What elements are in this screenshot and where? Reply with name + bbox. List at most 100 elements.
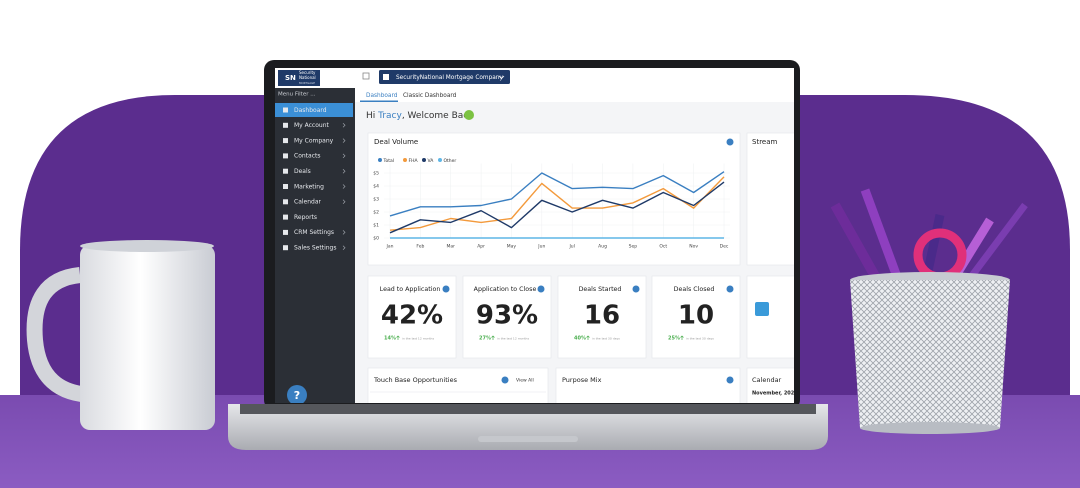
x-tick-label: Dec — [720, 244, 729, 250]
series-line — [389, 176, 725, 231]
view-all[interactable]: View All — [516, 378, 534, 384]
tabs: Dashboard Classic Dashboard — [360, 93, 457, 102]
tab-bar — [355, 88, 794, 102]
x-tick-label: Jun — [537, 244, 545, 250]
up-arrow — [491, 335, 495, 340]
menu: Dashboard My Account My Company Contacts Dea… — [275, 103, 353, 252]
legend-swatch — [403, 158, 407, 162]
company-selector[interactable] — [379, 70, 510, 84]
info-icon[interactable] — [726, 376, 734, 384]
greeting-suffix: , Welcome Back — [402, 111, 474, 121]
x-tick-label: May — [507, 244, 517, 250]
card-title: Touch Base Opportunities — [373, 376, 458, 384]
send-icon[interactable] — [755, 302, 769, 316]
calendar-month: November, 202 — [752, 391, 795, 397]
up-arrow — [680, 335, 684, 340]
logo-line: National — [299, 75, 316, 80]
menu-icon — [283, 245, 288, 251]
kpi-period: in the last 12 months — [402, 336, 434, 340]
menu-item[interactable]: My Company — [294, 137, 334, 144]
x-tick-label: Sep — [629, 244, 638, 250]
kpi-value: 93% — [476, 301, 538, 331]
legend-label: Total — [383, 158, 395, 164]
mug — [26, 240, 215, 430]
y-tick-label: $3 — [373, 197, 379, 203]
menu-item[interactable]: Marketing — [294, 183, 324, 190]
info-icon[interactable] — [726, 138, 734, 146]
tab[interactable]: Classic Dashboard — [403, 93, 457, 99]
card-title: Purpose Mix — [562, 376, 602, 384]
kpi-change: 14% — [384, 336, 396, 342]
menu-chevron — [342, 138, 346, 143]
greeting-name: Tracy — [377, 111, 402, 121]
tab-underline — [360, 100, 398, 102]
menu-icon — [283, 184, 288, 189]
menu-item[interactable]: Contacts — [294, 153, 320, 160]
info-icon[interactable] — [632, 285, 640, 293]
info-icon[interactable] — [726, 285, 734, 293]
legend-swatch — [438, 158, 442, 162]
menu-active — [275, 103, 353, 117]
y-tick-label: $4 — [373, 184, 379, 190]
info-icon[interactable] — [537, 285, 545, 293]
y-tick-label: $1 — [373, 223, 379, 229]
kpi-value: 10 — [678, 301, 714, 331]
dropdown-caret — [498, 75, 505, 80]
menu-item[interactable]: Reports — [294, 214, 317, 221]
company-name: SecurityNational Mortgage Company — [396, 75, 503, 81]
menu-chevron — [342, 245, 346, 250]
menu-icon — [283, 229, 288, 235]
legend-swatch — [378, 158, 382, 162]
menu-icon — [283, 214, 288, 220]
keyboard-edge — [240, 404, 816, 414]
card-title: Calendar — [752, 376, 782, 384]
kpi-change: 27% — [479, 336, 491, 342]
menu-item[interactable]: Calendar — [294, 199, 322, 206]
menu-item[interactable]: Deals — [294, 168, 311, 175]
menu-chevron — [342, 184, 346, 189]
help-button[interactable] — [287, 385, 307, 405]
info-icon[interactable] — [501, 376, 509, 384]
menu-item[interactable]: Dashboard — [294, 107, 327, 114]
kpi-row: Lead to Application 42% 14% in the last 12 … — [367, 275, 741, 359]
menu-icon — [283, 168, 288, 174]
menu-icon — [283, 199, 288, 205]
up-arrow — [396, 335, 400, 340]
menu-chevron — [342, 153, 346, 159]
series-line — [389, 171, 725, 217]
menu-item[interactable]: Sales Settings — [294, 245, 337, 252]
touch-base-card — [367, 367, 549, 403]
kpi-period: in the last 12 months — [497, 336, 529, 340]
card-title: Stream — [752, 138, 778, 146]
logo-bg — [278, 70, 320, 86]
legend-swatch — [422, 158, 426, 162]
x-tick-label: Mar — [446, 244, 455, 250]
status-dot — [464, 110, 474, 120]
menu-chevron — [342, 168, 346, 174]
tab[interactable]: Dashboard — [366, 93, 398, 99]
company-icon — [383, 74, 389, 80]
menu-icon — [283, 138, 288, 144]
sidebar — [275, 88, 355, 403]
kpi-value: 16 — [584, 301, 620, 331]
menu-chevron — [342, 230, 346, 235]
menu-item[interactable]: CRM Settings — [294, 229, 334, 236]
menu-filter[interactable]: Menu Filter ... — [278, 92, 316, 98]
purpose-mix-card — [555, 367, 741, 403]
kpi-period: in the last 30 days — [686, 336, 714, 340]
greeting-prefix: Hi — [366, 111, 378, 121]
menu-item[interactable]: My Account — [294, 122, 330, 129]
series-line — [389, 181, 725, 234]
info-icon[interactable] — [442, 285, 450, 293]
help-icon: ? — [294, 389, 300, 402]
menu-toggle[interactable] — [362, 72, 370, 80]
stream-card — [746, 132, 794, 266]
y-tick-label: $0 — [373, 236, 379, 242]
logo-line: Security — [299, 70, 316, 75]
legend-label: Other — [444, 158, 457, 164]
kpi-change: 25% — [668, 336, 680, 342]
laptop-base — [228, 404, 828, 450]
deal-volume-chart: $0 $1 $2 $3 $4 $5 Jan Feb Mar Apr May Jun Jul Aug Sep O… — [373, 158, 730, 250]
